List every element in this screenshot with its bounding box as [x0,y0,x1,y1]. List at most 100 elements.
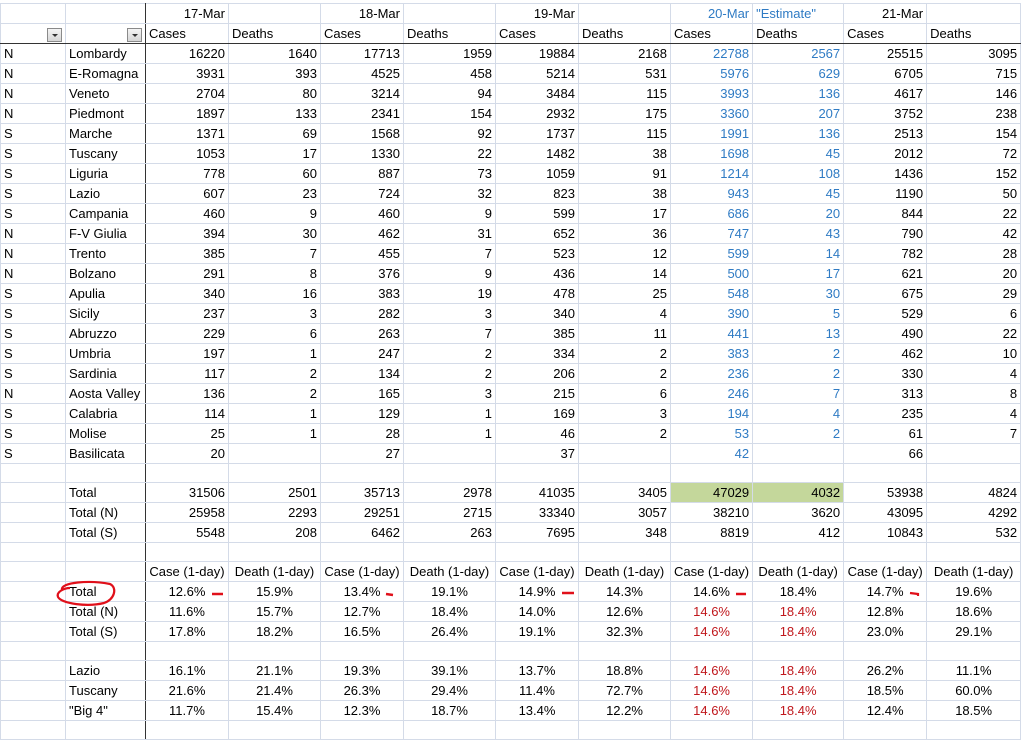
deaths-cell[interactable]: 17 [578,203,671,224]
deaths-cell[interactable]: 2 [752,363,845,384]
total-label[interactable]: Total (S) [65,522,146,543]
deaths-cell[interactable]: 22 [403,143,496,164]
death-growth-header[interactable]: Death (1-day) [228,561,321,582]
region-name[interactable]: Veneto [65,83,146,104]
death-growth-cell[interactable]: 15.4% [228,700,321,721]
region-name[interactable]: Sardinia [65,363,146,384]
cases-cell[interactable]: 235 [843,403,928,424]
cases-cell[interactable]: 394 [145,223,229,244]
case-growth-cell[interactable]: 19.3% [320,660,404,681]
death-growth-header[interactable]: Death (1-day) [403,561,496,582]
deaths-total-cell[interactable]: 263 [403,522,496,543]
total-label[interactable]: Total (N) [65,502,146,523]
growth-label[interactable]: Total (N) [65,601,146,622]
case-growth-header[interactable]: Case (1-day) [145,561,229,582]
deaths-cell[interactable]: 29 [926,283,1022,304]
cases-cell[interactable]: 340 [495,303,579,324]
region-name[interactable]: Lazio [65,183,146,204]
empty-cell[interactable] [926,3,1022,24]
deaths-cell[interactable]: 17 [752,263,845,284]
empty-cell[interactable] [65,720,146,740]
empty-cell[interactable] [403,720,496,740]
cases-total-cell[interactable]: 5548 [145,522,229,543]
cases-cell[interactable]: 490 [843,323,928,344]
cases-cell[interactable]: 330 [843,363,928,384]
empty-cell[interactable] [843,641,928,661]
deaths-cell[interactable]: 136 [752,123,845,144]
cases-cell[interactable]: 782 [843,243,928,264]
case-growth-cell[interactable]: 14.6% [669,581,754,602]
cases-cell[interactable]: 1897 [145,103,229,124]
deaths-cell[interactable]: 94 [403,83,496,104]
cases-cell[interactable]: 675 [843,283,928,304]
region-name[interactable]: Sicily [65,303,146,324]
deaths-cell[interactable]: 38 [578,143,671,164]
death-growth-cell[interactable]: 32.3% [578,621,671,642]
deaths-cell[interactable]: 28 [926,243,1022,264]
empty-cell[interactable] [0,641,66,661]
death-growth-cell[interactable]: 18.4% [752,621,845,642]
empty-cell[interactable] [0,720,66,740]
deaths-cell[interactable]: 715 [926,63,1022,84]
empty-cell[interactable] [403,463,496,483]
death-growth-cell[interactable]: 12.6% [578,601,671,622]
deaths-cell[interactable]: 20 [752,203,845,224]
deaths-cell[interactable]: 92 [403,123,496,144]
cases-cell[interactable]: 383 [320,283,404,304]
cases-cell[interactable]: 478 [495,283,579,304]
empty-cell[interactable] [0,660,66,681]
deaths-cell[interactable] [926,443,1022,464]
region-name[interactable]: E-Romagna [65,63,146,84]
cases-cell[interactable]: 25 [145,423,229,444]
deaths-cell[interactable] [752,443,845,464]
case-growth-cell[interactable]: 21.6% [145,680,229,701]
case-growth-cell[interactable]: 14.6% [669,700,754,721]
empty-cell[interactable] [843,463,928,483]
zone-cell[interactable]: S [0,363,66,384]
region-name[interactable]: Basilicata [65,443,146,464]
case-growth-cell[interactable]: 14.9% [495,581,579,602]
deaths-cell[interactable]: 2 [752,423,845,444]
date-header[interactable]: 19-Mar [495,3,579,24]
zone-filter-cell[interactable] [0,23,66,44]
region-filter-cell[interactable] [65,23,146,44]
cases-cell[interactable]: 42 [669,443,754,464]
case-growth-cell[interactable]: 12.6% [145,581,229,602]
death-growth-header[interactable]: Death (1-day) [926,561,1022,582]
cases-cell[interactable]: 383 [669,343,754,364]
deaths-cell[interactable]: 3 [403,303,496,324]
empty-cell[interactable] [0,482,66,503]
zone-cell[interactable]: S [0,443,66,464]
cases-cell[interactable]: 462 [843,343,928,364]
zone-cell[interactable]: S [0,423,66,444]
cases-cell[interactable]: 2012 [843,143,928,164]
death-growth-cell[interactable]: 29.4% [403,680,496,701]
cases-cell[interactable]: 385 [145,243,229,264]
empty-cell[interactable] [495,463,579,483]
case-growth-cell[interactable]: 12.7% [320,601,404,622]
death-growth-header[interactable]: Death (1-day) [752,561,845,582]
cases-total-cell[interactable]: 53938 [843,482,928,503]
region-name[interactable]: Molise [65,423,146,444]
cases-cell[interactable]: 1214 [669,163,754,184]
death-growth-cell[interactable]: 18.4% [752,660,845,681]
empty-cell[interactable] [0,522,66,543]
cases-cell[interactable]: 165 [320,383,404,404]
empty-cell[interactable] [578,3,671,24]
cases-cell[interactable]: 129 [320,403,404,424]
deaths-cell[interactable]: 531 [578,63,671,84]
cases-cell[interactable]: 66 [843,443,928,464]
deaths-cell[interactable]: 9 [403,203,496,224]
deaths-cell[interactable]: 152 [926,163,1022,184]
cases-cell[interactable]: 169 [495,403,579,424]
empty-cell[interactable] [578,641,671,661]
deaths-cell[interactable]: 38 [578,183,671,204]
case-growth-cell[interactable]: 14.6% [669,680,754,701]
cases-cell[interactable]: 194 [669,403,754,424]
deaths-total-cell[interactable]: 412 [752,522,845,543]
case-growth-cell[interactable]: 12.4% [843,700,928,721]
cases-cell[interactable]: 1053 [145,143,229,164]
deaths-cell[interactable]: 69 [228,123,321,144]
death-growth-cell[interactable]: 18.4% [752,680,845,701]
deaths-cell[interactable]: 22 [926,323,1022,344]
